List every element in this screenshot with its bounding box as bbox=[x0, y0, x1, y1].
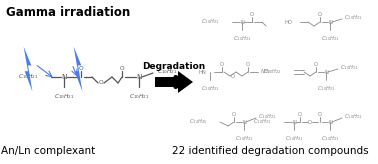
Text: $C_{10}H_{22}$: $C_{10}H_{22}$ bbox=[263, 68, 282, 76]
Text: HO: HO bbox=[284, 20, 292, 24]
Text: O: O bbox=[308, 120, 312, 124]
Text: $C_{10}H_{21}$: $C_{10}H_{21}$ bbox=[344, 113, 363, 122]
Text: $C_{10}H_{21}$: $C_{10}H_{21}$ bbox=[258, 113, 277, 122]
Text: O: O bbox=[318, 11, 322, 17]
Text: $C_{10}H_{21}$: $C_{10}H_{21}$ bbox=[340, 63, 359, 72]
Text: O: O bbox=[318, 112, 322, 116]
Text: $C_{10}H_{21}$: $C_{10}H_{21}$ bbox=[344, 14, 363, 22]
Text: N: N bbox=[328, 120, 332, 124]
Text: O: O bbox=[231, 73, 235, 79]
Text: $C_{10}H_{21}$: $C_{10}H_{21}$ bbox=[157, 68, 178, 76]
Text: Degradation: Degradation bbox=[143, 62, 206, 71]
Polygon shape bbox=[23, 47, 33, 92]
Text: $NH_2$: $NH_2$ bbox=[260, 68, 272, 76]
Text: Gamma irradiation: Gamma irradiation bbox=[6, 6, 130, 19]
Text: $C_{10}H_{21}$: $C_{10}H_{21}$ bbox=[321, 34, 339, 43]
Text: $C_{10}H_{21}$: $C_{10}H_{21}$ bbox=[235, 134, 253, 143]
Text: N: N bbox=[328, 20, 332, 24]
Text: $C_{10}H_{21}$: $C_{10}H_{21}$ bbox=[18, 72, 39, 82]
Text: HN: HN bbox=[198, 70, 206, 74]
Text: N: N bbox=[324, 70, 328, 74]
Text: O: O bbox=[298, 112, 302, 116]
Polygon shape bbox=[74, 47, 82, 92]
Text: N: N bbox=[242, 120, 246, 124]
Text: O: O bbox=[232, 112, 236, 116]
Text: $C_{12}H_{25}$: $C_{12}H_{25}$ bbox=[189, 118, 208, 126]
Text: N: N bbox=[292, 120, 296, 124]
Text: $C_{10}H_{21}$: $C_{10}H_{21}$ bbox=[316, 84, 335, 93]
Text: $C_{10}H_{21}$: $C_{10}H_{21}$ bbox=[321, 134, 339, 143]
Text: $C_{10}H_{21}$: $C_{10}H_{21}$ bbox=[232, 34, 251, 43]
Text: N: N bbox=[136, 74, 142, 80]
Text: 22 identified degradation compounds: 22 identified degradation compounds bbox=[172, 146, 368, 156]
Text: $C_{10}H_{21}$: $C_{10}H_{21}$ bbox=[54, 92, 74, 101]
Text: O: O bbox=[120, 65, 124, 71]
Text: O: O bbox=[314, 62, 318, 66]
Text: An/Ln complexant: An/Ln complexant bbox=[1, 146, 95, 156]
Text: $C_{10}H_{21}$: $C_{10}H_{21}$ bbox=[201, 18, 220, 26]
Text: $C_{10}H_{21}$: $C_{10}H_{21}$ bbox=[253, 118, 272, 126]
Text: O: O bbox=[250, 11, 254, 17]
Text: $C_{10}H_{21}$: $C_{10}H_{21}$ bbox=[129, 92, 149, 101]
Polygon shape bbox=[155, 71, 193, 93]
Text: O: O bbox=[246, 62, 250, 66]
Text: $C_{10}H_{21}$: $C_{10}H_{21}$ bbox=[285, 134, 304, 143]
Text: O: O bbox=[220, 62, 224, 66]
Text: O: O bbox=[99, 81, 103, 85]
Text: $C_{10}H_{21}$: $C_{10}H_{21}$ bbox=[201, 84, 219, 93]
Text: O: O bbox=[79, 65, 83, 71]
Text: N: N bbox=[240, 20, 244, 24]
Text: N: N bbox=[61, 74, 67, 80]
